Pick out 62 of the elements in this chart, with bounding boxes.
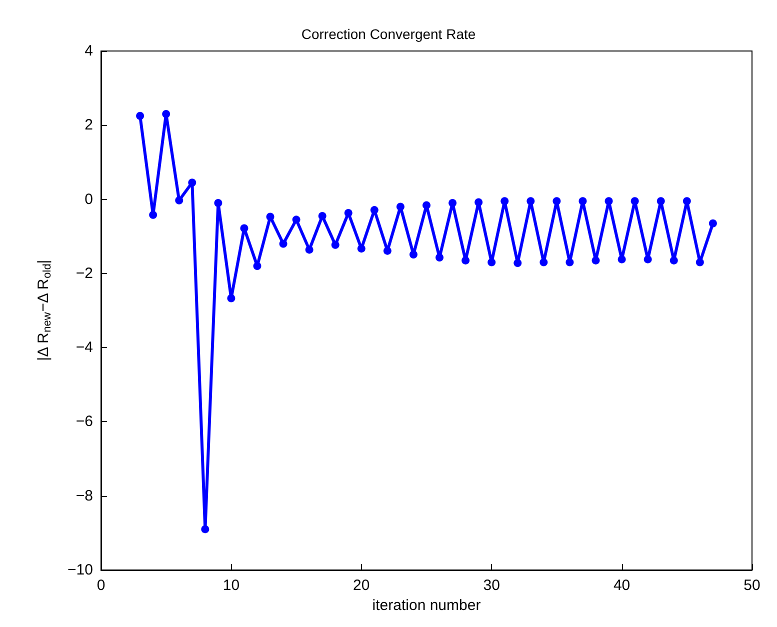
y-tick-label: −2 bbox=[76, 264, 93, 282]
point bbox=[604, 197, 613, 206]
y-tick-label: −6 bbox=[76, 413, 93, 430]
point bbox=[175, 196, 184, 204]
point bbox=[462, 256, 470, 264]
point bbox=[162, 110, 170, 118]
point bbox=[552, 197, 561, 206]
point bbox=[488, 258, 496, 266]
point bbox=[331, 240, 340, 249]
point bbox=[474, 198, 483, 206]
point bbox=[708, 219, 717, 228]
point bbox=[644, 255, 652, 264]
point bbox=[370, 206, 378, 214]
point bbox=[682, 197, 691, 206]
point bbox=[136, 112, 144, 120]
y-tick-label: 0 bbox=[84, 190, 93, 208]
point bbox=[540, 258, 548, 266]
point bbox=[670, 256, 678, 264]
x-tick-label: 50 bbox=[744, 577, 760, 594]
point bbox=[292, 216, 300, 224]
x-axis-title: iteration number bbox=[372, 596, 481, 614]
point bbox=[514, 259, 522, 268]
y-tick-label: 4 bbox=[84, 42, 93, 60]
point bbox=[266, 212, 274, 221]
point bbox=[279, 240, 288, 248]
point bbox=[305, 246, 314, 254]
y-tick-label: 2 bbox=[84, 116, 93, 134]
y-tick-label: −8 bbox=[76, 487, 93, 504]
point bbox=[396, 202, 404, 211]
point bbox=[630, 197, 639, 206]
point bbox=[448, 198, 457, 207]
y-axis-title: |Δ Rnew−Δ Rold| bbox=[35, 260, 54, 361]
point bbox=[566, 258, 574, 266]
y-tick-label: −10 bbox=[68, 562, 93, 578]
point bbox=[227, 294, 236, 302]
point bbox=[357, 244, 366, 253]
point bbox=[526, 197, 535, 206]
x-tick-label: 0 bbox=[96, 577, 106, 594]
y-tick-label: −4 bbox=[76, 339, 93, 356]
point bbox=[422, 201, 430, 210]
point bbox=[383, 246, 392, 255]
point bbox=[201, 525, 210, 534]
point bbox=[436, 253, 444, 262]
point bbox=[149, 210, 158, 219]
point bbox=[318, 212, 326, 220]
point bbox=[240, 224, 248, 232]
point bbox=[409, 250, 418, 259]
point bbox=[214, 198, 222, 207]
x-tick-label: 40 bbox=[613, 577, 630, 594]
chart-title: Correction Convergent Rate bbox=[301, 26, 476, 42]
point bbox=[578, 197, 587, 206]
x-tick-label: 30 bbox=[483, 577, 500, 594]
point bbox=[592, 256, 600, 264]
x-tick-label: 10 bbox=[222, 577, 240, 594]
point bbox=[618, 255, 626, 264]
point bbox=[696, 258, 704, 266]
point bbox=[344, 209, 352, 217]
point bbox=[500, 197, 509, 206]
x-tick-label: 20 bbox=[353, 577, 370, 594]
point bbox=[656, 197, 665, 206]
point bbox=[253, 262, 262, 270]
point bbox=[188, 178, 196, 187]
